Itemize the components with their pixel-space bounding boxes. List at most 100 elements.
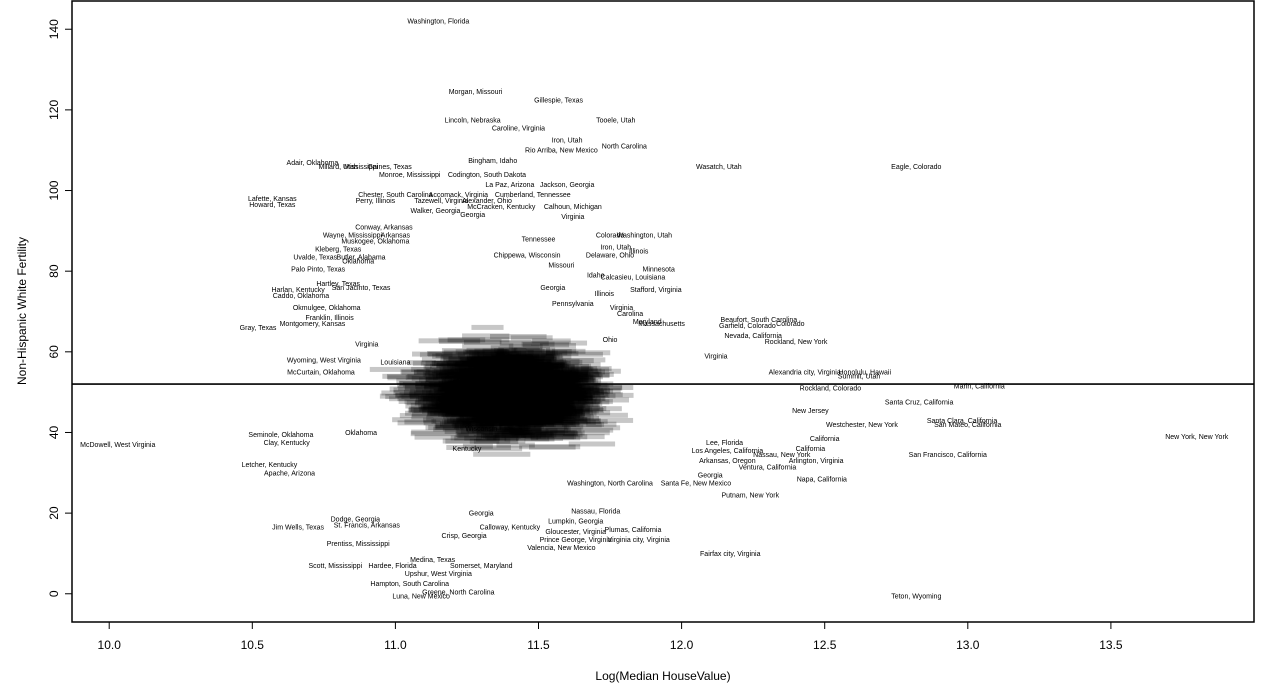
- x-tick-label-1: 10.5: [241, 638, 265, 652]
- cloud-mark: [423, 364, 472, 370]
- cloud-mark: [447, 368, 484, 374]
- cloud-mark: [475, 382, 524, 388]
- cloud-mark: [491, 377, 559, 383]
- cloud-mark: [496, 415, 542, 421]
- cloud-mark: [520, 367, 560, 373]
- cloud-mark: [389, 386, 445, 392]
- cloud-mark: [456, 433, 499, 439]
- point-label-100: Apache, Arizona: [264, 470, 315, 477]
- cloud-mark: [470, 396, 512, 402]
- cloud-mark: [449, 364, 502, 370]
- cloud-mark: [523, 403, 557, 409]
- cloud-mark: [423, 383, 487, 389]
- point-label-48: Palo Pinto, Texas: [291, 267, 345, 274]
- cloud-mark: [515, 376, 556, 382]
- cloud-mark: [480, 379, 549, 385]
- cloud-mark: [503, 385, 568, 391]
- cloud-mark: [501, 406, 532, 412]
- cloud-mark: [431, 360, 491, 366]
- point-label-44: Butler, Alabama: [337, 255, 386, 262]
- cloud-mark: [475, 383, 522, 389]
- cloud-mark: [441, 396, 502, 402]
- cloud-mark: [469, 412, 526, 418]
- cloud-mark: [499, 419, 538, 425]
- cloud-mark: [462, 343, 514, 349]
- cloud-mark: [499, 392, 541, 398]
- cloud-mark: [457, 386, 524, 392]
- cloud-mark: [553, 395, 593, 401]
- cloud-mark: [479, 378, 508, 384]
- cloud-mark: [494, 385, 544, 391]
- cloud-mark: [424, 383, 460, 389]
- cloud-mark: [392, 417, 434, 423]
- cloud-mark: [401, 394, 456, 400]
- cloud-mark: [501, 420, 544, 426]
- cloud-mark: [510, 420, 574, 426]
- cloud-mark: [487, 408, 546, 414]
- cloud-mark: [485, 418, 553, 424]
- cloud-mark: [400, 369, 430, 375]
- cloud-mark: [479, 403, 524, 409]
- cloud-mark: [450, 387, 499, 393]
- cloud-mark: [422, 389, 483, 395]
- cloud-mark: [474, 406, 518, 412]
- cloud-mark: [491, 354, 555, 360]
- cloud-mark: [531, 377, 570, 383]
- cloud-mark: [474, 372, 540, 378]
- cloud-mark: [469, 398, 517, 404]
- cloud-mark: [525, 406, 576, 412]
- cloud-mark: [427, 404, 496, 410]
- cloud-mark: [449, 393, 510, 399]
- cloud-mark: [540, 377, 587, 383]
- cloud-mark: [489, 382, 526, 388]
- cloud-mark: [477, 364, 508, 370]
- cloud-mark: [483, 372, 545, 378]
- cloud-mark: [491, 419, 535, 425]
- cloud-mark: [443, 366, 508, 372]
- cloud-mark: [506, 387, 542, 393]
- cloud-mark: [477, 362, 529, 368]
- cloud-mark: [521, 341, 555, 347]
- cloud-mark: [462, 407, 510, 413]
- cloud-mark: [540, 376, 589, 382]
- cloud-mark: [488, 388, 555, 394]
- cloud-mark: [471, 401, 528, 407]
- cloud-mark: [449, 356, 517, 362]
- point-label-130: Kentucky: [453, 446, 482, 453]
- cloud-mark: [511, 405, 560, 411]
- cloud-mark: [539, 396, 598, 402]
- cloud-mark: [453, 389, 506, 395]
- cloud-mark: [466, 383, 507, 389]
- cloud-mark: [499, 417, 552, 423]
- point-label-97: Seminole, Oklahoma: [248, 432, 313, 439]
- cloud-mark: [560, 410, 597, 416]
- cloud-mark: [469, 409, 513, 415]
- cloud-mark: [499, 340, 549, 346]
- cloud-mark: [487, 391, 534, 397]
- cloud-mark: [480, 397, 543, 403]
- point-label-104: Prentiss, Mississippi: [327, 541, 390, 548]
- cloud-mark: [528, 398, 561, 404]
- cloud-mark: [460, 423, 513, 429]
- cloud-mark: [456, 429, 493, 435]
- cloud-mark: [497, 384, 542, 390]
- cloud-mark: [513, 347, 556, 353]
- cloud-mark: [484, 360, 521, 366]
- cloud-mark: [450, 396, 485, 402]
- cloud-mark: [517, 390, 554, 396]
- cloud-mark: [496, 352, 527, 358]
- cloud-mark: [494, 404, 540, 410]
- cloud-mark: [515, 389, 554, 395]
- cloud-mark: [454, 380, 492, 386]
- cloud-mark: [433, 410, 498, 416]
- cloud-mark: [555, 396, 606, 402]
- cloud-mark: [527, 398, 594, 404]
- cloud-mark: [540, 431, 579, 437]
- cloud-mark: [476, 380, 518, 386]
- cloud-mark: [462, 393, 524, 399]
- point-label-13: Millard, Utah: [319, 164, 358, 171]
- cloud-mark: [503, 401, 558, 407]
- cloud-mark: [480, 406, 529, 412]
- cloud-mark: [509, 386, 557, 392]
- y-tick-label-4: 80: [47, 264, 61, 278]
